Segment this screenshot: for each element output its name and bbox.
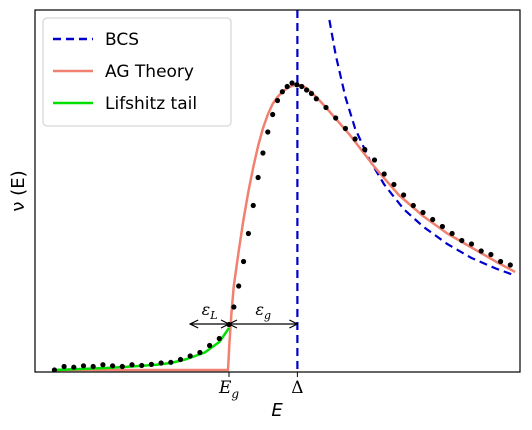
data-point xyxy=(148,361,154,367)
data-point xyxy=(158,360,164,366)
x-tick-label: Δ xyxy=(291,378,303,398)
series-line-bcs xyxy=(328,19,516,277)
plot-frame xyxy=(34,9,521,373)
data-point xyxy=(294,82,300,88)
data-point xyxy=(168,359,174,365)
data-point xyxy=(270,111,276,118)
annotation-sub: L xyxy=(209,309,217,322)
data-point xyxy=(391,181,397,188)
data-point xyxy=(401,192,407,198)
data-point xyxy=(279,89,285,95)
annotation-sub: g xyxy=(264,309,271,322)
data-point xyxy=(139,362,145,369)
x-tick-sub: g xyxy=(231,387,239,401)
annotation-main: ε xyxy=(202,300,211,319)
data-point xyxy=(80,363,87,369)
plot-area xyxy=(51,10,516,372)
x-ticks: Eg Δ xyxy=(218,372,304,401)
series-line-ag-theory xyxy=(54,83,516,372)
data-point xyxy=(304,87,310,93)
data-point xyxy=(459,237,465,244)
data-point xyxy=(362,146,368,153)
data-point xyxy=(299,83,305,90)
x-tick-label: Eg xyxy=(218,378,239,401)
data-point xyxy=(236,283,242,289)
data-point xyxy=(71,364,77,370)
data-point xyxy=(284,83,290,90)
data-point xyxy=(110,363,116,369)
legend: BCS AG Theory Lifshitz tail xyxy=(42,17,232,127)
data-point xyxy=(468,241,475,247)
data-point xyxy=(100,362,106,368)
legend-label: AG Theory xyxy=(105,62,194,82)
legend-box xyxy=(42,17,232,127)
legend-label: Lifshitz tail xyxy=(105,94,197,114)
data-point xyxy=(352,136,358,142)
annotation-label: εg xyxy=(255,300,271,322)
data-point xyxy=(478,248,484,254)
data-point xyxy=(260,150,266,156)
plot-clip-group xyxy=(51,10,516,372)
data-point xyxy=(430,216,436,223)
data-point xyxy=(177,356,184,363)
annotations: εL εg xyxy=(190,300,297,324)
legend-label: BCS xyxy=(105,30,139,50)
data-point xyxy=(371,157,378,163)
x-tick-main: E xyxy=(218,378,232,398)
data-point xyxy=(207,342,213,349)
data-point xyxy=(488,251,494,258)
data-point xyxy=(323,104,329,111)
data-point xyxy=(498,258,504,265)
data-point xyxy=(420,209,426,216)
data-point xyxy=(187,353,193,359)
data-point xyxy=(274,97,281,104)
annotation-main: ε xyxy=(255,300,264,319)
data-point xyxy=(216,335,222,342)
data-point xyxy=(410,202,416,209)
data-point xyxy=(313,96,319,102)
data-point xyxy=(449,230,455,237)
data-point xyxy=(507,262,513,268)
data-point xyxy=(381,171,387,177)
data-point xyxy=(250,202,256,209)
data-point xyxy=(289,80,295,86)
data-point xyxy=(255,174,261,181)
data-point xyxy=(245,230,251,237)
data-point xyxy=(231,304,237,310)
data-point xyxy=(333,115,339,121)
data-point xyxy=(240,258,247,265)
y-axis-label: ν (E) xyxy=(8,170,29,211)
data-points xyxy=(51,80,513,372)
data-point xyxy=(342,125,348,132)
data-point xyxy=(197,349,203,356)
x-axis-label: E xyxy=(271,400,283,421)
data-point xyxy=(61,363,67,370)
data-point xyxy=(51,367,57,372)
data-point xyxy=(439,223,445,230)
data-point xyxy=(308,90,315,97)
data-point xyxy=(129,362,135,368)
annotation-label: εL xyxy=(202,300,218,322)
data-point xyxy=(119,363,125,370)
data-point xyxy=(265,129,271,135)
data-point xyxy=(90,363,96,370)
x-tick-main: Δ xyxy=(291,378,303,398)
